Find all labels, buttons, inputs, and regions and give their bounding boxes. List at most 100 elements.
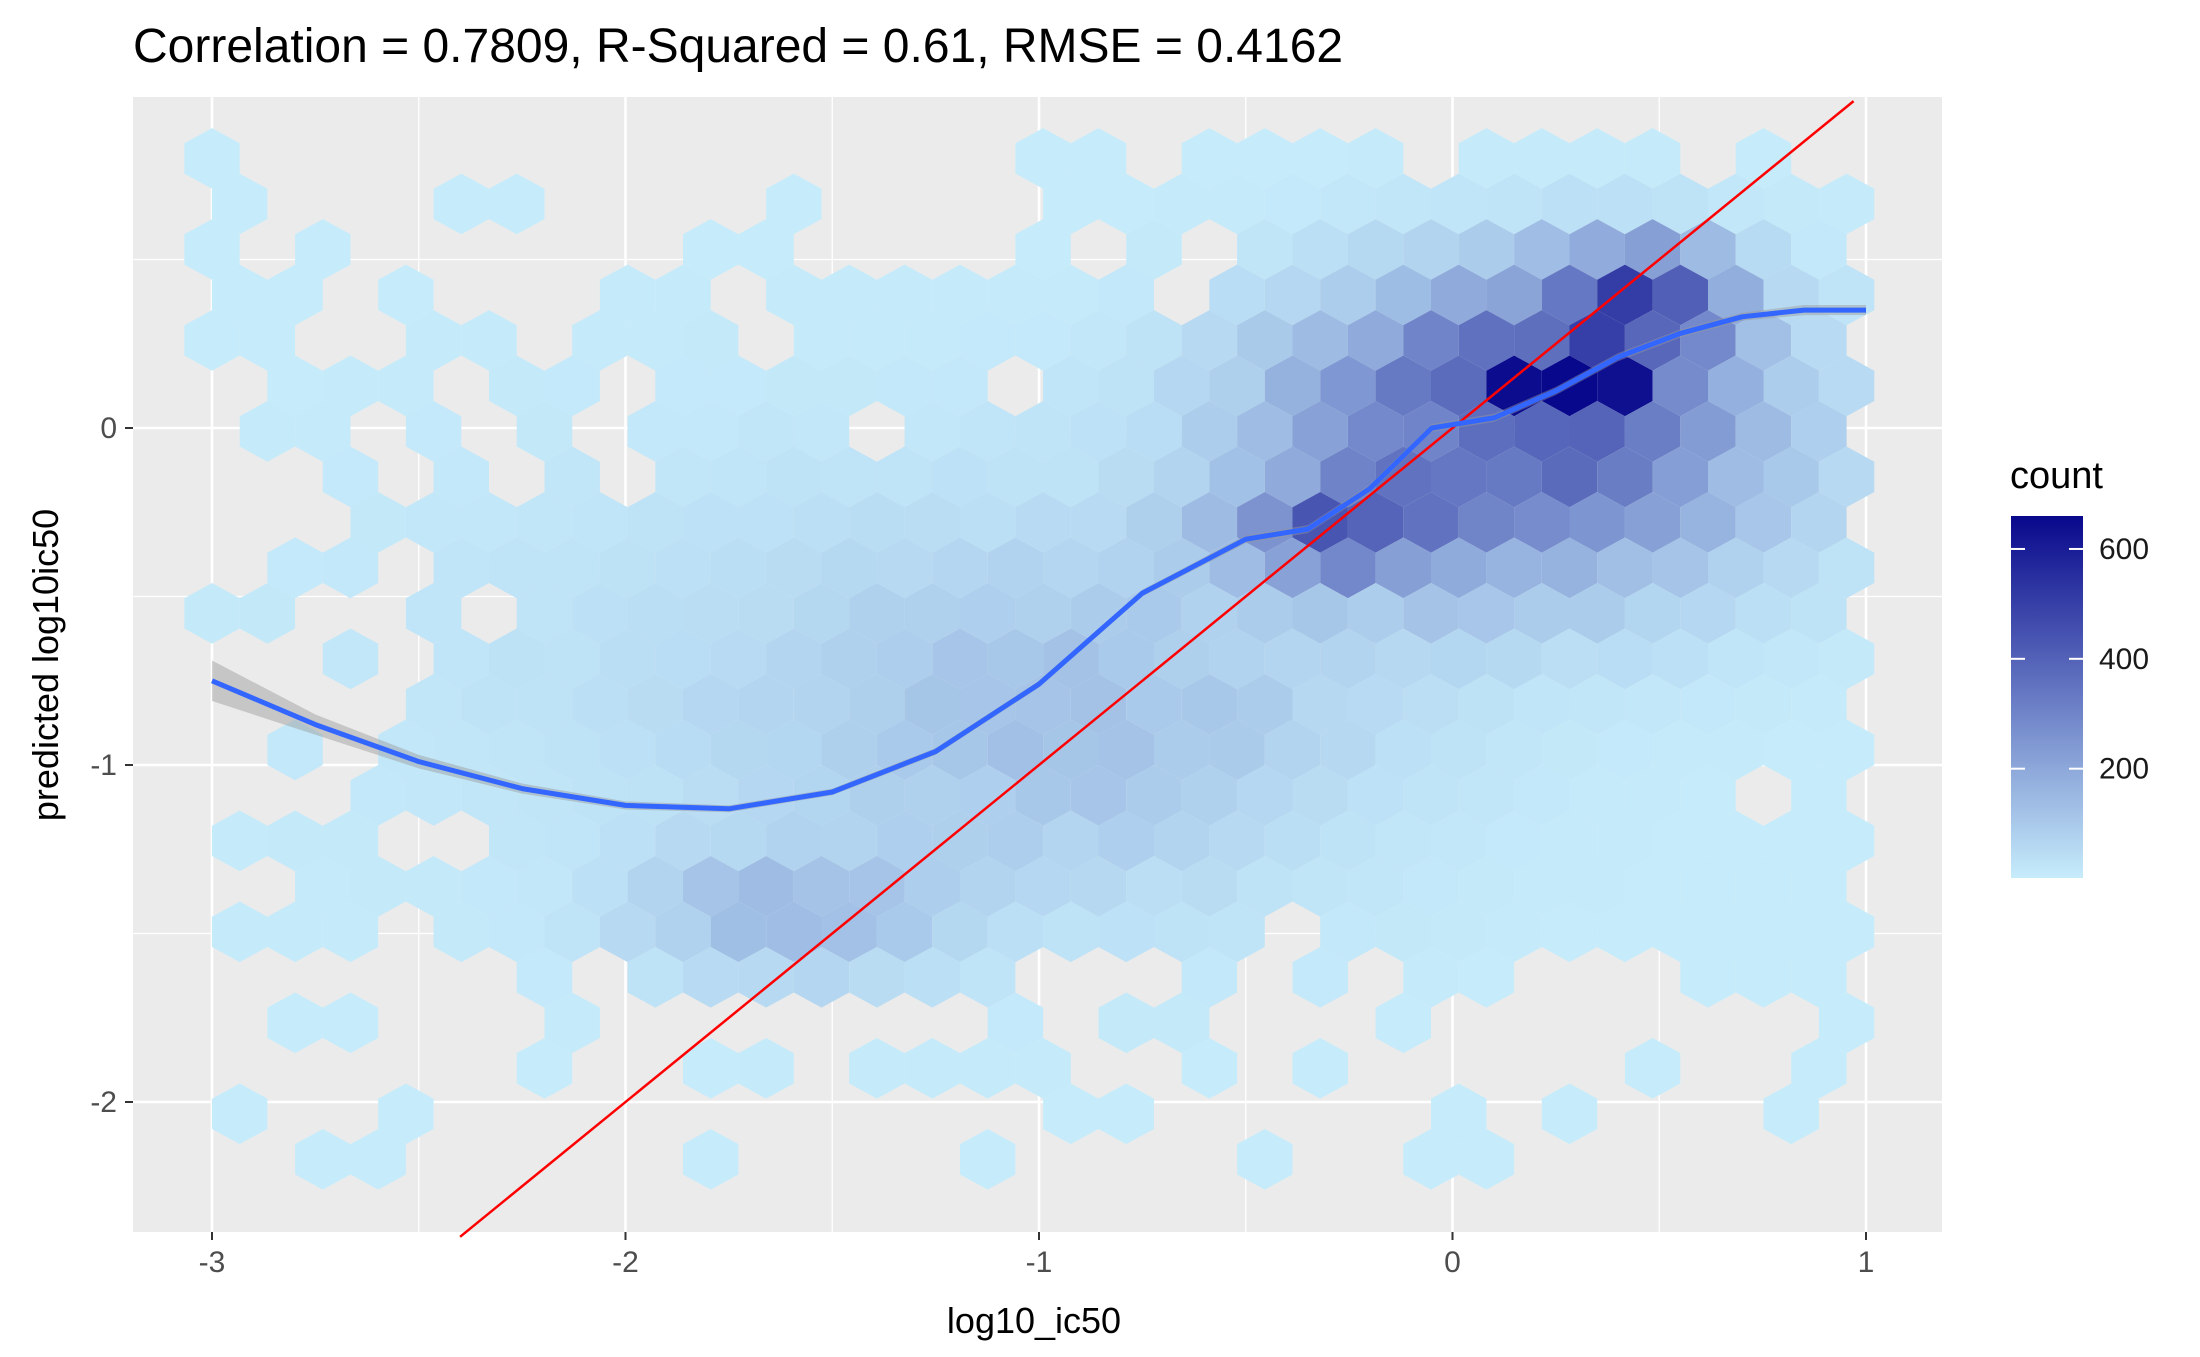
- hex-bin: [1569, 492, 1625, 553]
- hex-bin: [683, 1129, 739, 1190]
- hex-bin: [1320, 537, 1376, 599]
- hex-bin: [710, 355, 767, 417]
- hex-bin: [876, 628, 933, 690]
- hex-bin: [1680, 765, 1736, 826]
- hex-bin: [1375, 446, 1431, 508]
- hex-bin: [766, 355, 822, 417]
- hex-bin: [655, 446, 711, 508]
- hex-bin: [1098, 628, 1154, 690]
- hex-bin: [960, 401, 1016, 462]
- hex-bin: [295, 856, 351, 917]
- hex-bin: [1292, 219, 1348, 280]
- hex-bin: [1098, 537, 1154, 599]
- hex-bin: [1514, 856, 1570, 917]
- hex-bin: [1486, 810, 1542, 872]
- hex-bin: [350, 765, 406, 826]
- hex-bin: [1680, 401, 1736, 462]
- legend-tick-label: 400: [2099, 643, 2149, 676]
- hex-bin: [516, 674, 573, 735]
- hex-bin: [1708, 264, 1764, 326]
- hex-bin: [960, 674, 1016, 735]
- hex-bin: [1403, 310, 1459, 371]
- hex-bin: [1154, 537, 1210, 599]
- hex-bin: [766, 719, 822, 781]
- hex-bin: [710, 446, 767, 508]
- hex-bin: [1514, 219, 1570, 280]
- hex-bin: [1763, 1083, 1819, 1145]
- hex-bin: [1347, 492, 1404, 553]
- hex-bin: [1292, 401, 1348, 462]
- hex-bin: [544, 628, 600, 690]
- hex-bin: [627, 310, 683, 371]
- hex-bin: [489, 810, 545, 872]
- hex-bin: [1652, 355, 1708, 417]
- hex-bin: [1347, 856, 1404, 917]
- hex-bin: [1818, 537, 1875, 599]
- hex-bin: [1486, 264, 1542, 326]
- hex-bin: [932, 719, 988, 781]
- hex-bin: [987, 446, 1044, 508]
- hex-bin: [627, 947, 683, 1008]
- hex-bin: [1209, 810, 1265, 872]
- hex-bin: [683, 310, 739, 371]
- hex-bin: [572, 492, 628, 553]
- hex-bin: [1458, 674, 1515, 735]
- hex-bin: [821, 628, 877, 690]
- hex-bin: [1403, 492, 1459, 553]
- hex-bin: [1264, 628, 1321, 690]
- hex-bin: [405, 492, 462, 553]
- hex-bin: [1403, 947, 1459, 1008]
- hex-bin: [738, 674, 794, 735]
- hex-bin: [1181, 128, 1238, 189]
- hex-bin: [821, 901, 877, 963]
- hex-bin: [627, 856, 683, 917]
- x-axis-title: log10_ic50: [947, 1300, 1121, 1341]
- hex-bin: [212, 173, 268, 235]
- hex-bin: [1680, 310, 1736, 371]
- x-tick-label: 0: [1444, 1246, 1461, 1279]
- hex-bin: [350, 1129, 406, 1190]
- hex-bin: [1292, 1038, 1348, 1099]
- hex-bin: [599, 719, 656, 781]
- hex-bin: [1624, 1038, 1681, 1099]
- hex-bin: [1818, 173, 1875, 235]
- hex-bin: [738, 1038, 794, 1099]
- hex-bin: [1098, 355, 1154, 417]
- hex-bin: [655, 264, 711, 326]
- hex-bin: [1431, 628, 1487, 690]
- hex-bin: [1735, 128, 1792, 189]
- hex-bin: [960, 310, 1016, 371]
- hex-bin: [1403, 856, 1459, 917]
- hex-bin: [738, 583, 794, 644]
- hex-bin: [1209, 628, 1265, 690]
- hex-bin: [1569, 765, 1625, 826]
- hex-bin: [1486, 901, 1542, 963]
- hex-bin: [1763, 810, 1819, 872]
- hex-bin: [1043, 264, 1099, 326]
- hex-bin: [1126, 856, 1182, 917]
- hex-bin: [1791, 219, 1847, 280]
- hex-bin: [461, 765, 517, 826]
- y-tick-label: 0: [100, 412, 117, 445]
- hex-bin: [738, 856, 794, 917]
- hex-bin: [1541, 1083, 1598, 1145]
- hex-bin: [793, 674, 850, 735]
- hex-bin: [1680, 856, 1736, 917]
- hex-bin: [1070, 583, 1127, 644]
- hex-bin: [904, 492, 960, 553]
- hex-bin: [1652, 719, 1708, 781]
- hex-bin: [1458, 492, 1515, 553]
- hex-bin: [1347, 583, 1404, 644]
- hex-bin: [322, 537, 379, 599]
- hex-bin: [1237, 583, 1293, 644]
- hex-bin: [766, 901, 822, 963]
- hex-bin: [1264, 264, 1321, 326]
- hex-bin: [572, 765, 628, 826]
- hex-bin: [489, 355, 545, 417]
- hex-bin: [876, 901, 933, 963]
- hex-bin: [1209, 264, 1265, 326]
- hex-bin: [433, 901, 489, 963]
- y-axis-title: predicted log10ic50: [25, 509, 66, 821]
- hex-bin: [932, 628, 988, 690]
- hex-bin: [1791, 674, 1847, 735]
